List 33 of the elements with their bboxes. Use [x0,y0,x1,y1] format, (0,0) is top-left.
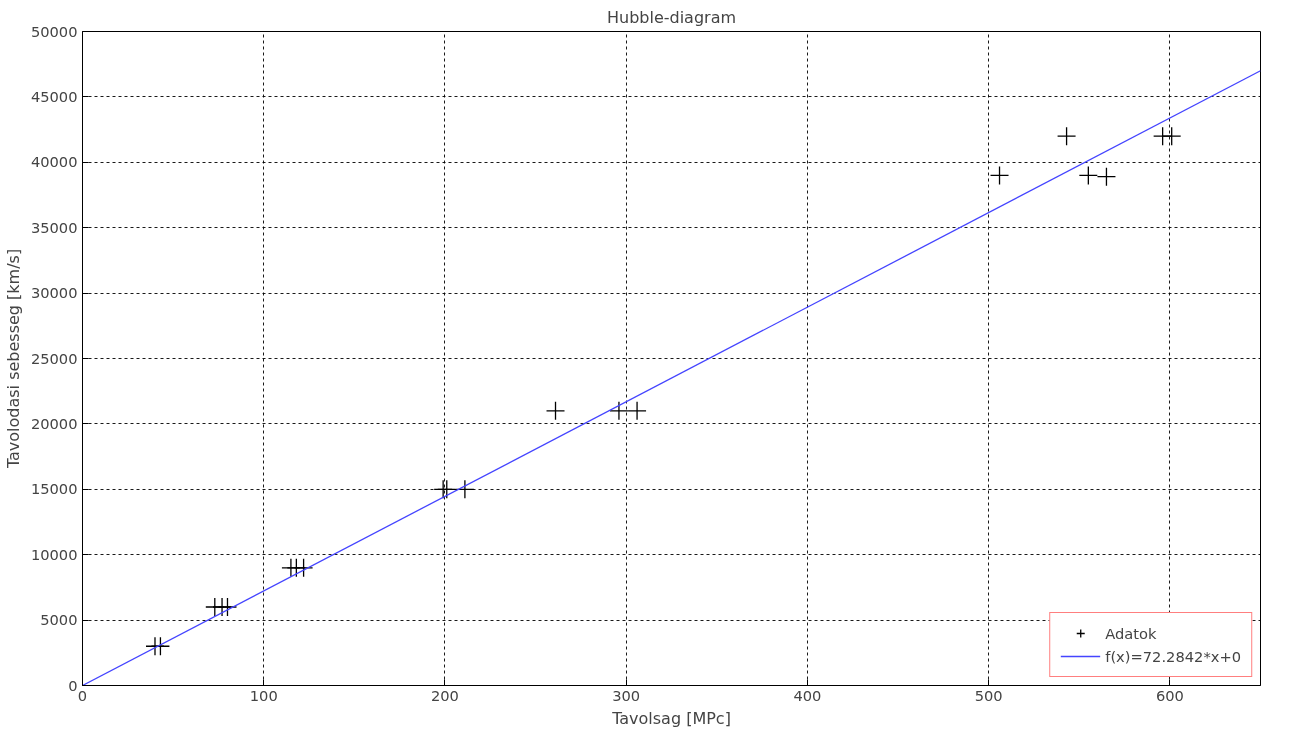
point [1096,167,1117,187]
point [217,597,238,617]
y-tick-label: 40000 [30,153,78,171]
x-tick-label: 400 [793,686,822,704]
point [150,636,171,656]
point [1162,126,1182,146]
x-tick-label: 600 [1155,686,1184,704]
x-tick-label: 500 [974,686,1003,704]
y-tick-label: 20000 [30,414,78,432]
point [609,401,629,421]
y-tick-label: 50000 [30,22,78,40]
legend-label: f(x)=72.2842*x+0 [1105,647,1241,665]
point [293,558,314,578]
y-tick-label: 10000 [30,545,78,563]
x-tick-label: 200 [430,686,459,704]
y-tick-label: 15000 [30,480,78,498]
x-tick-label: 100 [249,686,278,704]
y-tick-label: 5000 [40,611,78,629]
point [989,165,1010,186]
point [627,401,647,421]
point [1056,126,1077,146]
chart-title: Hubble-diagram [606,7,737,27]
y-tick-label: 25000 [30,349,78,367]
y-axis-title: Tavolodasi sebesseg [km/s] [3,248,23,470]
legend-label: Adatok [1105,624,1157,642]
x-tick-label: 300 [612,686,641,704]
point [455,479,475,499]
point [1078,165,1098,186]
y-tick-label: 35000 [30,218,78,236]
y-tick-label: 30000 [30,284,78,302]
point [545,401,566,421]
x-axis-title: Tavolsag [MPc] [611,708,731,728]
y-tick-label: 45000 [30,87,78,105]
